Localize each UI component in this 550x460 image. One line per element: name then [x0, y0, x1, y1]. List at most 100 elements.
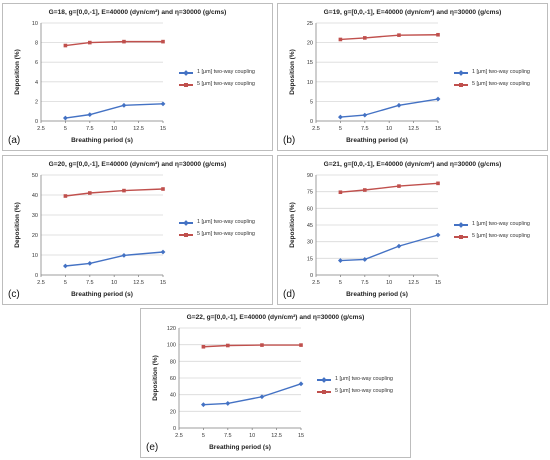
y-tick-label: 0 — [35, 273, 38, 279]
chart-plot: 0 20 40 60 80 100 120 2.5 5 7.5 10 12.5 15 Breathing … — [152, 326, 304, 451]
x-tick-label: 7.5 — [86, 280, 94, 286]
data-point — [226, 343, 230, 348]
y-tick-label: 60 — [307, 206, 313, 212]
x-axis-label: Breathing period (s) — [346, 137, 408, 144]
x-axis-label: Breathing period (s) — [71, 291, 133, 298]
data-point — [63, 194, 68, 198]
y-axis-label: Deposition (%) — [289, 202, 296, 248]
y-tick-label: 90 — [307, 173, 313, 179]
series-line — [203, 344, 301, 348]
data-point — [160, 101, 166, 107]
x-tick-label: 5 — [64, 280, 67, 286]
x-tick-label: 2.5 — [37, 280, 45, 286]
x-tick-label: 10 — [386, 280, 392, 286]
series-line — [340, 234, 439, 262]
data-point — [338, 190, 343, 195]
legend-label-1um: 1 [μm] two-way coupling — [197, 69, 255, 75]
x-tick-label: 2.5 — [312, 280, 320, 286]
data-point — [160, 249, 166, 255]
chart-plot: 0 10 20 30 40 50 2.5 5 7.5 10 12.5 15 Breathing peri… — [14, 173, 166, 298]
data-point — [161, 187, 165, 191]
x-tick-label: 10 — [249, 433, 255, 439]
legend-label-1um: 1 [μm] two-way coupling — [335, 376, 393, 382]
x-tick-label: 10 — [111, 126, 117, 132]
legend-label-1um: 1 [μm] two-way coupling — [472, 69, 530, 75]
data-point — [87, 260, 93, 266]
data-point — [87, 112, 93, 118]
x-tick-label: 12.5 — [408, 126, 419, 132]
y-axis-label: Deposition (%) — [152, 355, 159, 401]
chart-plot: 0 5 10 15 20 25 2.5 5 7.5 10 12.5 15 Breathing perio… — [289, 21, 441, 144]
chart-title: G=20, g=[0,0,-1], E=40000 (dyn/cm²) and … — [48, 161, 227, 168]
data-point — [63, 43, 68, 48]
x-tick-label: 15 — [160, 280, 166, 286]
data-point — [121, 102, 127, 108]
panel-label: (d) — [283, 289, 296, 300]
series-line — [65, 40, 163, 47]
chart-plot: 0 15 30 45 60 75 90 2.5 5 7.5 10 12.5 15 Breathing pe… — [289, 173, 441, 298]
legend-marker-5um — [184, 233, 188, 237]
data-point — [88, 40, 92, 45]
chart-title: G=19, g=[0,0,-1], E=40000 (dyn/cm²) and … — [323, 9, 502, 16]
y-tick-label: 10 — [32, 253, 38, 259]
x-tick-label: 12.5 — [271, 433, 282, 439]
series-line — [65, 188, 164, 197]
x-tick-label: 10 — [111, 280, 117, 286]
x-axis-label: Breathing period (s) — [209, 444, 271, 451]
data-point — [337, 114, 343, 120]
data-point — [435, 232, 441, 238]
data-point — [396, 102, 402, 108]
data-point — [122, 39, 126, 44]
y-tick-label: 10 — [32, 21, 38, 27]
y-tick-label: 0 — [310, 273, 313, 279]
x-tick-label: 7.5 — [361, 280, 369, 286]
y-tick-label: 20 — [32, 233, 38, 239]
data-point — [121, 252, 127, 258]
series-line — [340, 182, 439, 193]
panel-label: (b) — [283, 135, 296, 146]
y-tick-label: 120 — [167, 326, 176, 332]
data-point — [62, 263, 68, 269]
x-tick-label: 12.5 — [133, 126, 144, 132]
y-tick-label: 10 — [307, 80, 313, 86]
legend-marker-5um — [322, 390, 326, 394]
data-point — [436, 32, 440, 37]
x-tick-label: 12.5 — [133, 280, 144, 286]
chart-plot: 0 2 4 6 8 10 2.5 5 7.5 10 12.5 15 Breathing period (… — [14, 21, 166, 144]
legend-label-5um: 5 [μm] two-way coupling — [197, 81, 255, 87]
legend-label-5um: 5 [μm] two-way coupling — [472, 81, 530, 87]
chart-panel-a: G=18, g=[0,0,-1], E=40000 (dyn/cm²) and … — [2, 3, 273, 151]
y-tick-label: 80 — [170, 359, 176, 365]
y-axis-label: Deposition (%) — [14, 202, 21, 248]
y-axis-label: Deposition (%) — [14, 49, 21, 95]
y-tick-label: 45 — [307, 223, 313, 229]
data-point — [337, 258, 343, 263]
x-tick-label: 2.5 — [312, 126, 320, 132]
legend-label-1um: 1 [μm] two-way coupling — [197, 219, 255, 225]
y-tick-label: 20 — [170, 409, 176, 415]
legend-marker-5um — [184, 83, 188, 87]
legend-label-5um: 5 [μm] two-way coupling — [197, 231, 255, 237]
y-tick-label: 100 — [167, 343, 176, 349]
data-point — [362, 257, 368, 262]
chart-panel-b: G=19, g=[0,0,-1], E=40000 (dyn/cm²) and … — [277, 3, 548, 151]
data-point — [436, 181, 440, 186]
x-tick-label: 15 — [435, 126, 441, 132]
x-tick-label: 7.5 — [361, 126, 369, 132]
x-tick-label: 5 — [339, 126, 342, 132]
y-tick-label: 2 — [35, 99, 38, 105]
chart-panel-e: G=22, g=[0,0,-1], E=40000 (dyn/cm²) and … — [140, 308, 411, 458]
legend-marker-5um — [459, 235, 463, 239]
x-tick-label: 5 — [339, 280, 342, 286]
chart-panel-c: G=20, g=[0,0,-1], E=40000 (dyn/cm²) and … — [2, 155, 273, 305]
x-axis-label: Breathing period (s) — [346, 291, 408, 298]
data-point — [338, 37, 343, 42]
legend-label-1um: 1 [μm] two-way coupling — [472, 221, 530, 227]
x-tick-label: 12.5 — [408, 280, 419, 286]
data-point — [299, 343, 303, 347]
y-tick-label: 6 — [35, 60, 38, 66]
y-tick-label: 75 — [307, 190, 313, 196]
data-point — [363, 188, 367, 192]
y-tick-label: 40 — [32, 193, 38, 199]
series-line — [65, 103, 164, 119]
